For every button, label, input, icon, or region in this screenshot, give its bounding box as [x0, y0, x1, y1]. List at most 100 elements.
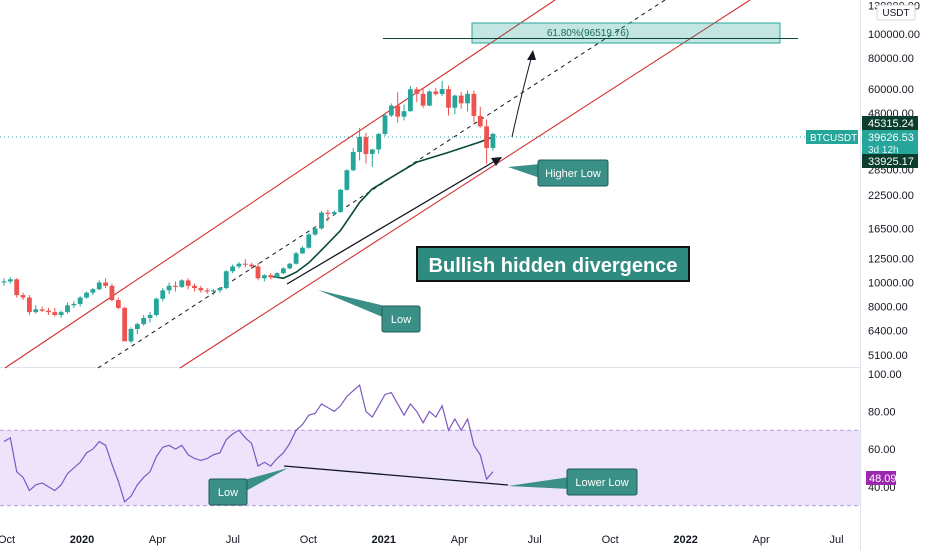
candle[interactable] [71, 301, 77, 308]
candle[interactable] [350, 147, 356, 172]
candle[interactable] [401, 104, 407, 121]
candle[interactable] [166, 282, 172, 294]
candle[interactable] [490, 132, 496, 151]
candle[interactable] [433, 88, 439, 96]
candle[interactable] [179, 279, 185, 289]
candle[interactable] [376, 132, 382, 154]
candle[interactable] [96, 280, 102, 291]
candle[interactable] [52, 307, 58, 317]
candle[interactable] [192, 283, 197, 292]
candle[interactable] [408, 86, 413, 112]
candle-body [223, 271, 229, 289]
candle[interactable] [293, 251, 299, 265]
candle[interactable] [217, 286, 223, 293]
candle[interactable] [141, 315, 147, 326]
candle-body [154, 298, 159, 316]
callout-rsi-low-text: Low [218, 487, 238, 499]
candle[interactable] [154, 297, 159, 317]
candle[interactable] [236, 261, 242, 269]
symbol-badge[interactable]: BTCUSDT [806, 130, 858, 144]
candle-body [458, 95, 464, 104]
candle[interactable] [65, 302, 70, 314]
candle[interactable] [369, 148, 375, 167]
price-axis[interactable]: 130000.00100000.0080000.0060000.0048000.… [868, 1, 920, 363]
candle[interactable] [58, 310, 64, 318]
currency-selector[interactable]: USDT [876, 4, 916, 21]
rsi-layer [3, 383, 494, 503]
candle[interactable] [103, 278, 108, 289]
candle[interactable] [255, 262, 261, 281]
candle[interactable] [331, 210, 337, 215]
candle[interactable] [300, 246, 305, 255]
candle[interactable] [268, 273, 274, 280]
candle[interactable] [458, 91, 464, 109]
candle[interactable] [39, 306, 45, 313]
projection-arrow[interactable] [511, 54, 533, 138]
price-divergence-trendline[interactable] [286, 157, 501, 285]
time-axis[interactable]: Oct 2020 Apr Jul Oct 2021 Apr Jul Oct 2022 Apr Jul [0, 534, 844, 546]
candle[interactable] [1, 278, 7, 286]
candle[interactable] [7, 277, 13, 284]
candle[interactable] [427, 90, 432, 107]
candle[interactable] [109, 283, 115, 302]
candles-layer[interactable] [1, 80, 496, 344]
candle[interactable] [46, 307, 51, 316]
candle[interactable] [312, 226, 318, 236]
candle[interactable] [446, 85, 451, 116]
candle-body [52, 312, 58, 316]
candle[interactable] [363, 132, 369, 164]
candle[interactable] [147, 312, 153, 323]
candle[interactable] [128, 327, 134, 344]
candle[interactable] [465, 90, 470, 112]
callout-lower-low[interactable]: Lower Low [508, 468, 638, 496]
candle[interactable] [306, 233, 312, 249]
candle[interactable] [115, 297, 121, 310]
candle[interactable] [198, 285, 204, 293]
candle[interactable] [338, 188, 343, 213]
candle[interactable] [287, 262, 293, 270]
candle[interactable] [20, 292, 26, 301]
headline-box[interactable]: Bullish hidden divergence [416, 246, 690, 282]
channel-upper-line[interactable] [4, 0, 556, 369]
candle[interactable] [185, 278, 191, 290]
candle[interactable] [357, 127, 362, 161]
candle[interactable] [319, 210, 324, 230]
channel-lower-line[interactable] [179, 0, 751, 369]
candle[interactable] [382, 113, 388, 137]
candle[interactable] [439, 80, 445, 96]
candle[interactable] [249, 262, 255, 270]
candle[interactable] [344, 169, 350, 191]
candle[interactable] [84, 291, 89, 299]
candle[interactable] [281, 267, 286, 275]
candle[interactable] [242, 259, 248, 268]
candle[interactable] [230, 264, 235, 274]
candle[interactable] [122, 306, 128, 342]
candle[interactable] [14, 278, 20, 298]
candle[interactable] [388, 103, 394, 117]
candle[interactable] [90, 288, 96, 296]
candle[interactable] [134, 322, 140, 335]
candle[interactable] [395, 92, 401, 123]
candle[interactable] [77, 296, 83, 307]
candle[interactable] [204, 288, 210, 294]
candle[interactable] [261, 274, 267, 282]
candle[interactable] [477, 106, 483, 128]
callout-higher-low[interactable]: Higher Low [508, 159, 609, 187]
candle[interactable] [420, 89, 426, 108]
candle[interactable] [223, 270, 229, 290]
callout-price-low[interactable]: Low [318, 290, 421, 333]
callout-rsi-low[interactable]: Low [208, 468, 288, 506]
candle[interactable] [211, 289, 216, 296]
candle[interactable] [484, 119, 489, 164]
rsi-divergence-trendline[interactable] [283, 465, 509, 486]
candle[interactable] [274, 272, 280, 279]
candle[interactable] [325, 209, 331, 222]
candle[interactable] [33, 305, 39, 314]
candle[interactable] [452, 94, 458, 115]
candle[interactable] [173, 281, 178, 292]
candle[interactable] [414, 86, 420, 103]
candle[interactable] [27, 295, 32, 316]
candle[interactable] [160, 288, 166, 302]
candle[interactable] [471, 90, 477, 123]
